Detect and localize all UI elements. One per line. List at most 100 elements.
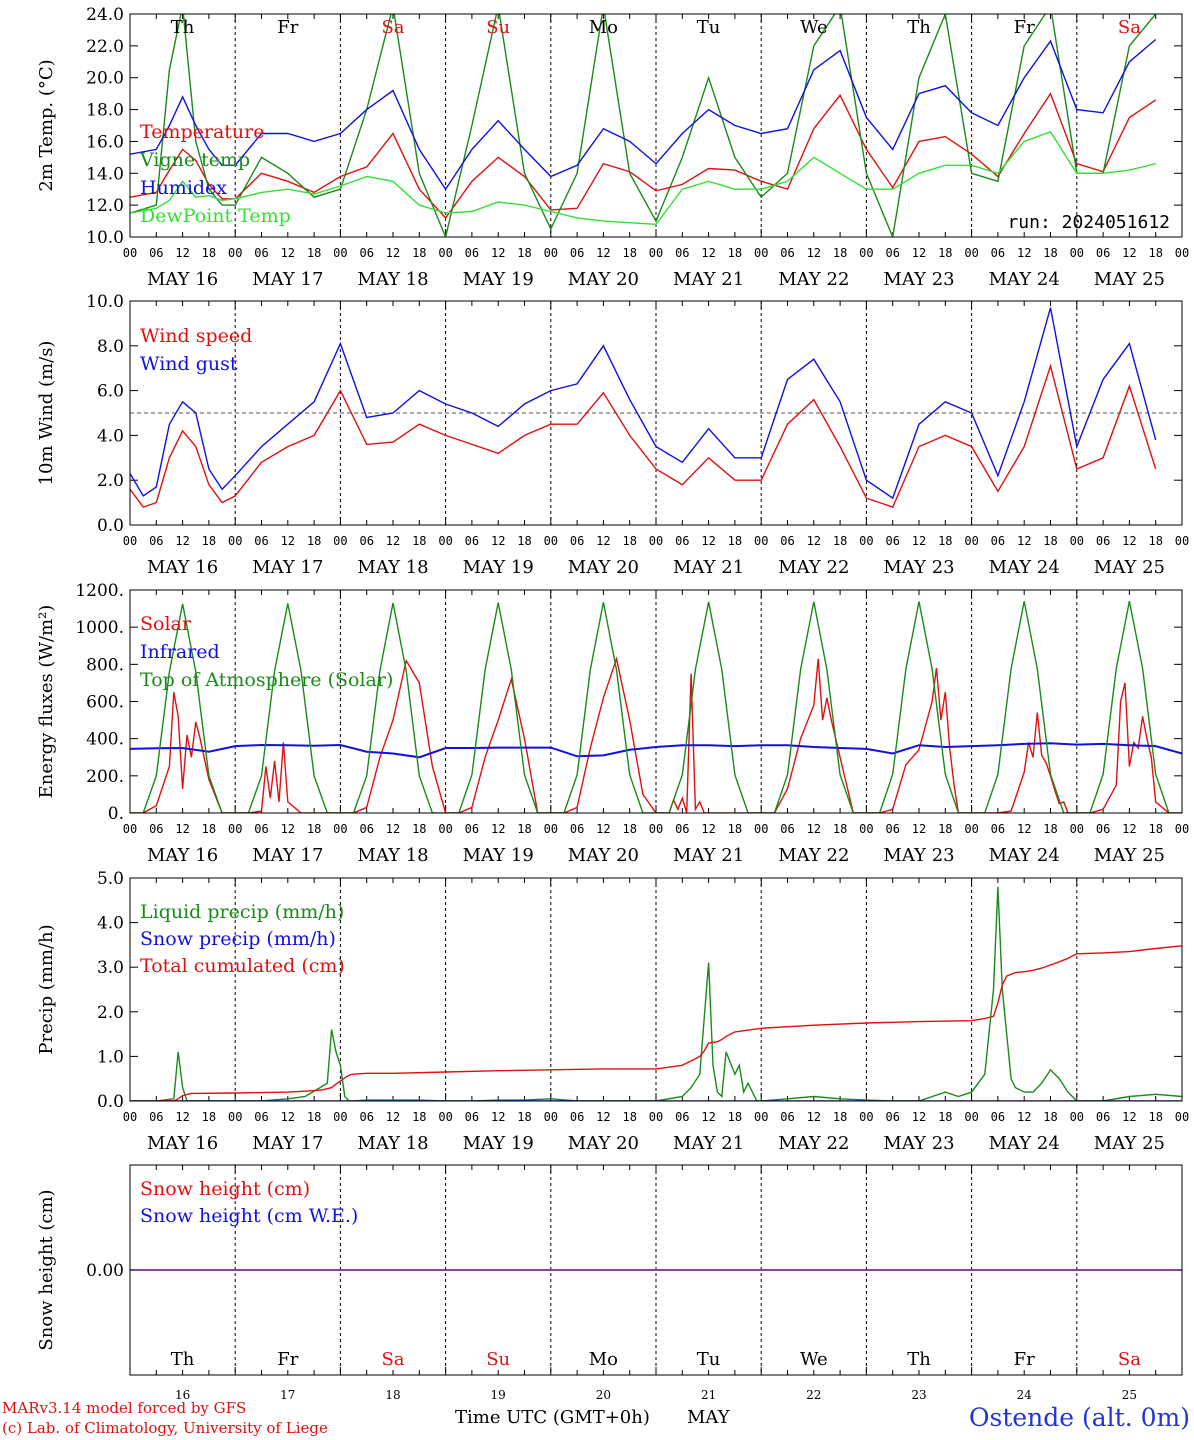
y-tick-label: 1000. xyxy=(75,618,124,638)
hour-label: 18 xyxy=(1043,822,1057,836)
hour-label: 00 xyxy=(544,534,558,548)
footer-model-credit: MARv3.14 model forced by GFS xyxy=(2,1399,246,1417)
hour-label: 12 xyxy=(1017,534,1031,548)
series-humidex xyxy=(130,38,1157,191)
date-label: MAY 23 xyxy=(883,1133,954,1154)
date-label: MAY 22 xyxy=(778,1133,849,1154)
hour-label: 00 xyxy=(1070,246,1084,260)
hour-label: 06 xyxy=(780,822,794,836)
legend-entry: Infrared xyxy=(140,641,220,663)
y-tick-label: 200. xyxy=(86,767,124,787)
energy-series xyxy=(130,600,1182,813)
legend-entry: Top of Atmosphere (Solar) xyxy=(140,669,393,691)
series-infrared xyxy=(130,742,1182,759)
hour-label: 06 xyxy=(675,246,689,260)
hour-label: 12 xyxy=(491,246,505,260)
hour-label: 12 xyxy=(1017,246,1031,260)
date-label: MAY 24 xyxy=(989,845,1060,866)
y-tick-label: 400. xyxy=(86,730,124,750)
hour-label: 18 xyxy=(622,534,636,548)
legend-entry: Snow height (cm) xyxy=(140,1178,310,1200)
hour-label: 06 xyxy=(675,1110,689,1124)
hour-label: 00 xyxy=(1175,1110,1189,1124)
hour-label: 00 xyxy=(544,1110,558,1124)
y-tick-label: 600. xyxy=(86,693,124,713)
day-name: Su xyxy=(486,1349,510,1370)
date-label: MAY 24 xyxy=(989,269,1060,290)
hour-label: 00 xyxy=(333,246,347,260)
hour-label: 06 xyxy=(991,534,1005,548)
date-label: MAY 20 xyxy=(568,1133,639,1154)
hour-label: 12 xyxy=(491,534,505,548)
date-label: MAY 22 xyxy=(778,269,849,290)
hour-label: 00 xyxy=(859,246,873,260)
hour-label: 00 xyxy=(438,1110,452,1124)
hour-label: 18 xyxy=(1148,534,1162,548)
y-tick-label: 14.0 xyxy=(86,164,124,184)
day-name: Su xyxy=(486,17,510,38)
hour-label: 06 xyxy=(254,1110,268,1124)
series-wind-speed xyxy=(130,363,1157,508)
hour-label: 12 xyxy=(281,1110,295,1124)
hour-label: 00 xyxy=(649,822,663,836)
day-name: Tu xyxy=(697,17,721,38)
date-label: MAY 18 xyxy=(357,557,428,578)
hour-label: 06 xyxy=(465,822,479,836)
hour-label: 18 xyxy=(833,822,847,836)
snow-panel: 0.00 Snow height (cm) Snow height (cm) Snow… xyxy=(36,1164,1183,1402)
meteogram-footer: MARv3.14 model forced by GFS (c) Lab. of… xyxy=(2,1399,1190,1437)
series-solar xyxy=(130,656,1182,813)
date-label: MAY 22 xyxy=(778,845,849,866)
hour-label: 00 xyxy=(649,246,663,260)
run-label: run: 2024051612 xyxy=(1007,212,1170,233)
legend-entry: Vigne temp xyxy=(139,149,250,171)
hour-label: 12 xyxy=(807,534,821,548)
y-axis-title: Snow height (cm) xyxy=(36,1189,57,1350)
hour-label: 18 xyxy=(307,822,321,836)
hour-label: 12 xyxy=(281,822,295,836)
hour-label: 18 xyxy=(412,1110,426,1124)
hour-label: 00 xyxy=(333,534,347,548)
hour-label: 00 xyxy=(123,534,137,548)
hour-label: 12 xyxy=(596,534,610,548)
time-axis-label: Time UTC (GMT+0h) xyxy=(455,1407,650,1428)
hour-label: 12 xyxy=(596,1110,610,1124)
hour-label: 18 xyxy=(202,534,216,548)
hour-label: 06 xyxy=(1096,246,1110,260)
hour-label: 12 xyxy=(491,822,505,836)
hour-label: 12 xyxy=(701,246,715,260)
hour-label: 00 xyxy=(754,246,768,260)
hour-label: 00 xyxy=(123,1110,137,1124)
day-number: 19 xyxy=(491,1388,506,1402)
hour-label: 00 xyxy=(1175,822,1189,836)
hour-label: 00 xyxy=(859,822,873,836)
hour-label: 06 xyxy=(885,1110,899,1124)
hour-label: 12 xyxy=(175,534,189,548)
hour-label: 12 xyxy=(175,1110,189,1124)
y-tick-label: 10.0 xyxy=(86,228,124,248)
y-tick-label: 3.0 xyxy=(97,958,124,978)
y-axis-title: 10m Wind (m/s) xyxy=(36,341,57,486)
y-axis-title: Energy fluxes (W/m²) xyxy=(36,605,57,799)
hour-label: 12 xyxy=(912,822,926,836)
hour-label: 12 xyxy=(807,1110,821,1124)
hour-label: 12 xyxy=(175,246,189,260)
hour-label: 00 xyxy=(649,1110,663,1124)
hour-label: 06 xyxy=(149,1110,163,1124)
hour-label: 18 xyxy=(833,246,847,260)
hour-label: 00 xyxy=(438,822,452,836)
hour-label: 12 xyxy=(912,534,926,548)
hour-label: 18 xyxy=(517,822,531,836)
hour-label: 18 xyxy=(833,534,847,548)
hour-label: 06 xyxy=(465,246,479,260)
y-tick-label: 10.0 xyxy=(86,292,124,312)
day-name: Sa xyxy=(1118,17,1141,38)
hour-label: 06 xyxy=(570,246,584,260)
hour-label: 18 xyxy=(1043,246,1057,260)
date-label: MAY 24 xyxy=(989,1133,1060,1154)
y-tick-label: 5.0 xyxy=(97,869,124,889)
hour-label: 00 xyxy=(333,1110,347,1124)
y-tick-label: 8.0 xyxy=(97,337,124,357)
hour-label: 12 xyxy=(281,246,295,260)
hour-label: 18 xyxy=(412,246,426,260)
